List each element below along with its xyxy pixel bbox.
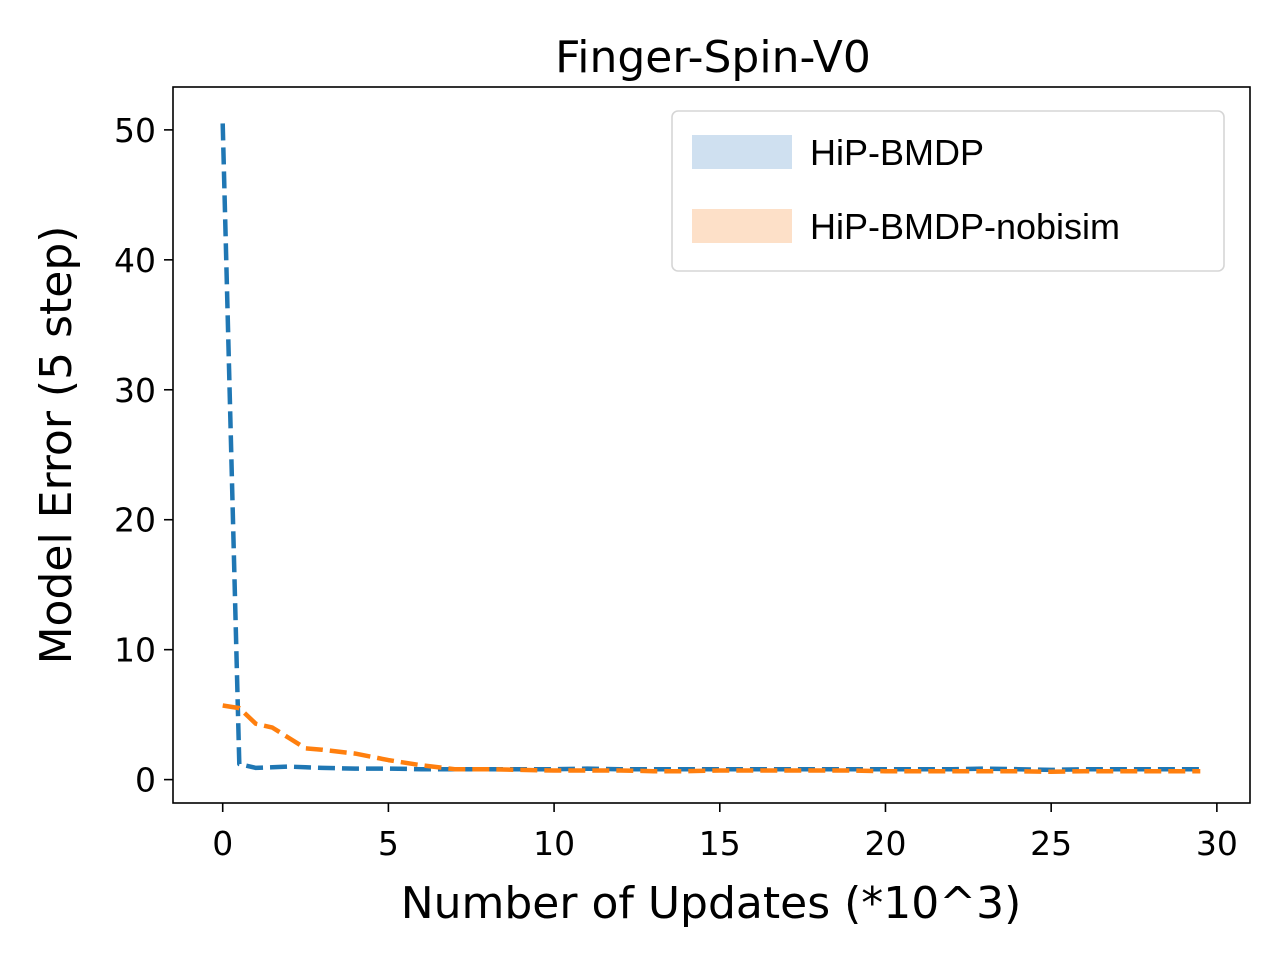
legend: HiP-BMDP HiP-BMDP-nobisim bbox=[671, 110, 1225, 272]
legend-box bbox=[671, 110, 1225, 272]
x-axis-title: Number of Updates (*10^3) bbox=[401, 878, 1022, 929]
y-tick-label: 30 bbox=[114, 371, 156, 410]
y-tick-label: 20 bbox=[114, 501, 156, 540]
x-tick-label: 25 bbox=[1030, 824, 1072, 863]
x-tick-label: 20 bbox=[864, 824, 906, 863]
x-tick-label: 10 bbox=[533, 824, 575, 863]
x-tick-label: 5 bbox=[378, 824, 399, 863]
y-tick-label: 10 bbox=[114, 631, 156, 670]
y-tick-label: 40 bbox=[114, 241, 156, 280]
series-line-2 bbox=[222, 703, 1201, 775]
legend-label-1: HiP-BMDP bbox=[810, 132, 984, 173]
legend-swatch-1 bbox=[692, 135, 792, 169]
y-tick-label: 0 bbox=[135, 761, 156, 800]
plot-area-border bbox=[172, 86, 1251, 804]
x-tick-label: 30 bbox=[1196, 824, 1238, 863]
x-tick-label: 15 bbox=[699, 824, 741, 863]
legend-label-2: HiP-BMDP-nobisim bbox=[810, 206, 1120, 247]
plot-frame bbox=[172, 86, 1251, 804]
chart-title: Finger-Spin-V0 bbox=[555, 32, 871, 83]
plot-marks bbox=[220, 123, 1201, 775]
y-tick-label: 50 bbox=[114, 111, 156, 150]
x-tick-label: 0 bbox=[212, 824, 233, 863]
axis-ticks: 0 5 10 15 20 25 30 0 10 20 30 40 50 bbox=[114, 111, 1238, 863]
y-axis-title: Model Error (5 step) bbox=[31, 226, 82, 665]
legend-swatch-2 bbox=[692, 209, 792, 243]
